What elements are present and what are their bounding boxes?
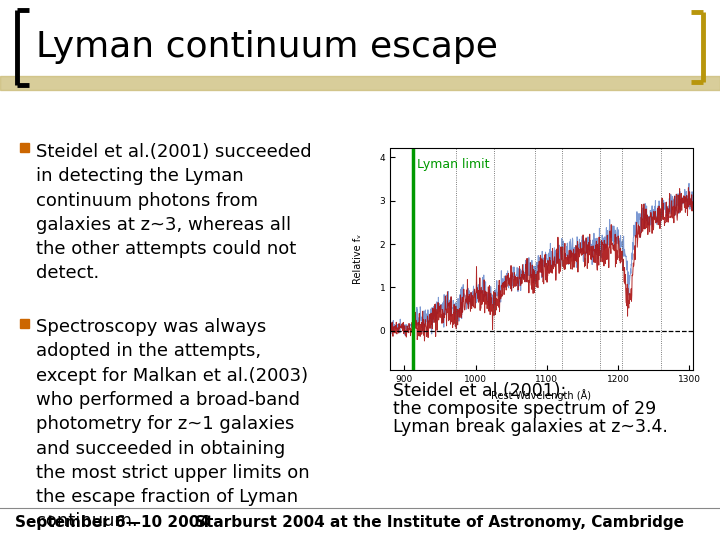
Text: Steidel et al.(2001) succeeded
in detecting the Lyman
continuum photons from
gal: Steidel et al.(2001) succeeded in detect… bbox=[36, 143, 312, 282]
X-axis label: Rest Wavelength (Å): Rest Wavelength (Å) bbox=[492, 389, 591, 401]
Text: Lyman break galaxies at z~3.4.: Lyman break galaxies at z~3.4. bbox=[393, 418, 668, 436]
Text: Lyman continuum escape: Lyman continuum escape bbox=[36, 30, 498, 64]
Text: Spectroscopy was always
adopted in the attempts,
except for Malkan et al.(2003)
: Spectroscopy was always adopted in the a… bbox=[36, 318, 310, 530]
Text: Starburst 2004 at the Institute of Astronomy, Cambridge: Starburst 2004 at the Institute of Astro… bbox=[195, 515, 684, 530]
Y-axis label: Relative fᵥ: Relative fᵥ bbox=[353, 234, 363, 285]
Text: Lyman limit: Lyman limit bbox=[418, 158, 490, 171]
Text: September 6—10 2004: September 6—10 2004 bbox=[15, 515, 210, 530]
Bar bbox=[20, 319, 29, 328]
Text: the composite spectrum of 29: the composite spectrum of 29 bbox=[393, 400, 656, 418]
Bar bbox=[0, 76, 720, 90]
Text: Steidel et al.(2001):: Steidel et al.(2001): bbox=[393, 382, 566, 400]
Bar bbox=[20, 143, 29, 152]
